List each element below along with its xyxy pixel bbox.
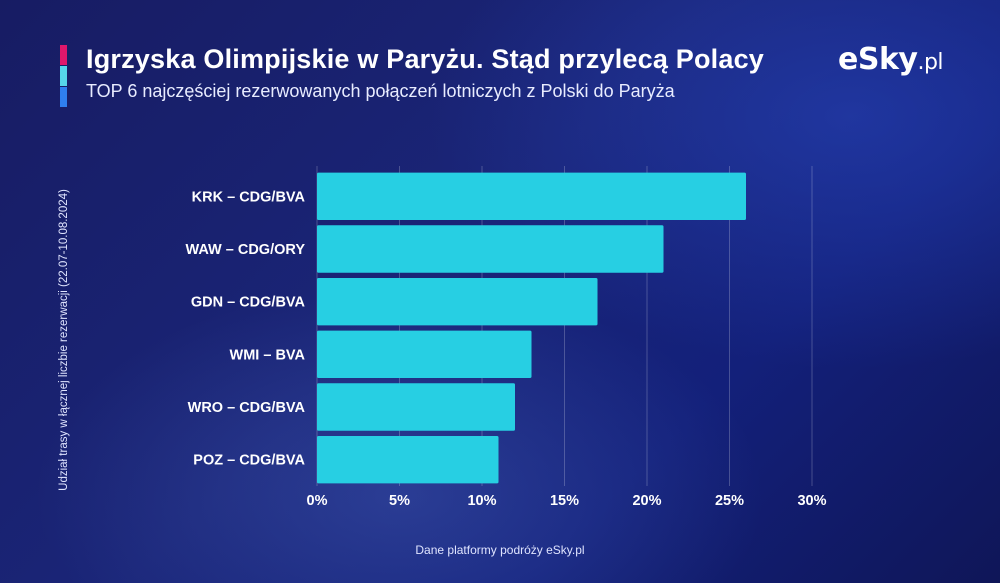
x-tick-label-0: 0% bbox=[307, 493, 328, 509]
category-label-6: POZ – CDG/BVA bbox=[193, 453, 305, 469]
x-tick-label-30: 30% bbox=[797, 493, 826, 509]
x-tick-label-25: 25% bbox=[715, 493, 744, 509]
bar-1 bbox=[317, 172, 746, 221]
category-label-1: KRK – CDG/BVA bbox=[192, 189, 306, 205]
chart-title: Igrzyska Olimpijskie w Paryżu. Stąd przy… bbox=[86, 44, 765, 74]
category-label-3: GDN – CDG/BVA bbox=[191, 295, 306, 311]
x-tick-label-20: 20% bbox=[632, 493, 661, 509]
x-tick-label-10: 10% bbox=[467, 493, 496, 509]
esky-logo: eSky.pl bbox=[838, 42, 944, 77]
bar-5 bbox=[317, 383, 515, 431]
accent-bar-pink bbox=[60, 45, 67, 65]
category-label-5: WRO – CDG/BVA bbox=[188, 400, 306, 416]
bar-2 bbox=[317, 225, 664, 273]
category-label-2: WAW – CDG/ORY bbox=[186, 242, 306, 258]
source-note: Dane platformy podróży eSky.pl bbox=[415, 543, 585, 557]
bar-4 bbox=[317, 330, 532, 379]
chart-subtitle: TOP 6 najczęściej rezerwowanych połączeń… bbox=[86, 81, 675, 101]
x-tick-label-5: 5% bbox=[389, 493, 410, 509]
logo-suffix: .pl bbox=[917, 50, 944, 75]
bar-3 bbox=[317, 277, 598, 326]
category-label-4: WMI – BVA bbox=[230, 347, 306, 363]
logo-main: eSky bbox=[838, 42, 918, 77]
accent-bar-blue bbox=[60, 87, 67, 107]
x-tick-label-15: 15% bbox=[550, 493, 579, 509]
bar-6 bbox=[317, 435, 499, 484]
accent-bar-cyan bbox=[60, 66, 67, 86]
